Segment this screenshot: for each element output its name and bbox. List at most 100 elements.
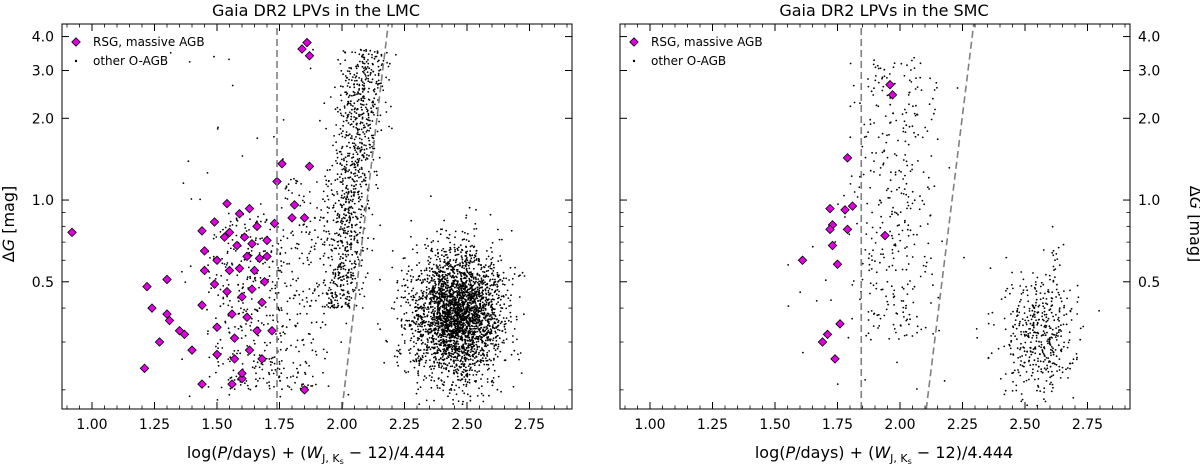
o-agb-point: [410, 289, 413, 292]
o-agb-point: [231, 239, 234, 241]
o-agb-point: [460, 320, 462, 323]
o-agb-point: [347, 102, 350, 105]
o-agb-point: [332, 219, 335, 222]
o-agb-point: [485, 258, 488, 260]
o-agb-point: [467, 314, 470, 316]
o-agb-point: [859, 102, 861, 105]
o-agb-point: [454, 279, 457, 282]
o-agb-point: [337, 58, 339, 61]
o-agb-point: [414, 293, 417, 296]
o-agb-point: [474, 327, 477, 330]
o-agb-point: [339, 293, 341, 295]
o-agb-point: [360, 121, 362, 124]
o-agb-point: [336, 152, 339, 155]
o-agb-point: [429, 303, 432, 305]
o-agb-point: [484, 264, 487, 267]
o-agb-point: [269, 228, 272, 231]
o-agb-point: [431, 353, 433, 356]
o-agb-point: [344, 268, 347, 271]
o-agb-point: [497, 328, 499, 331]
o-agb-point: [437, 255, 439, 258]
o-agb-point: [360, 192, 363, 195]
o-agb-point: [478, 329, 481, 332]
o-agb-point: [901, 229, 904, 232]
o-agb-point: [497, 345, 500, 348]
o-agb-point: [911, 168, 913, 171]
o-agb-point: [497, 343, 500, 346]
o-agb-point: [471, 343, 474, 346]
o-agb-point: [184, 281, 187, 283]
o-agb-point: [354, 160, 357, 163]
o-agb-point: [338, 264, 340, 267]
o-agb-point: [420, 315, 423, 318]
o-agb-point: [495, 318, 498, 321]
o-agb-point: [368, 139, 371, 142]
o-agb-point: [476, 316, 479, 319]
o-agb-point: [480, 268, 482, 271]
o-agb-point: [456, 328, 459, 331]
o-agb-point: [902, 130, 905, 133]
o-agb-point: [346, 103, 349, 106]
smc-panel: Gaia DR2 LPVs in the SMC 1.00 1.25 1.50 1.7…: [619, 1, 1200, 465]
o-agb-point: [349, 219, 351, 222]
o-agb-point: [279, 348, 282, 351]
o-agb-point: [264, 250, 266, 252]
o-agb-point: [488, 338, 490, 340]
o-agb-point: [358, 147, 361, 150]
o-agb-point: [463, 368, 465, 371]
o-agb-point: [462, 312, 464, 315]
o-agb-point: [346, 245, 349, 248]
o-agb-point: [450, 276, 453, 279]
o-agb-point: [448, 289, 451, 291]
o-agb-point: [470, 271, 472, 274]
o-agb-point: [438, 278, 441, 281]
o-agb-point: [469, 307, 472, 310]
o-agb-point: [396, 361, 399, 364]
o-agb-point: [486, 324, 489, 327]
o-agb-point: [409, 325, 411, 327]
o-agb-point: [480, 277, 483, 280]
o-agb-point: [867, 131, 869, 134]
o-agb-point: [450, 265, 452, 268]
o-agb-point: [432, 308, 435, 311]
o-agb-point: [501, 341, 504, 344]
o-agb-point: [360, 185, 362, 188]
o-agb-point: [355, 234, 358, 237]
o-agb-point: [427, 259, 429, 262]
o-agb-point: [916, 113, 918, 116]
o-agb-point: [916, 325, 919, 328]
o-agb-point: [442, 320, 445, 323]
o-agb-point: [367, 77, 370, 80]
o-agb-point: [425, 291, 428, 294]
o-agb-point: [481, 373, 484, 376]
o-agb-point: [450, 307, 453, 310]
o-agb-point: [438, 309, 441, 312]
o-agb-point: [503, 323, 506, 326]
o-agb-point: [883, 314, 886, 317]
o-agb-point: [306, 259, 309, 261]
o-agb-point: [475, 227, 478, 230]
o-agb-point: [891, 234, 893, 237]
o-agb-point: [447, 332, 450, 335]
o-agb-point: [466, 321, 469, 323]
o-agb-point: [487, 331, 489, 333]
o-agb-point: [341, 294, 344, 297]
o-agb-point: [337, 274, 340, 277]
o-agb-point: [437, 305, 439, 308]
o-agb-point: [293, 294, 296, 297]
o-agb-point: [350, 112, 353, 115]
o-agb-point: [469, 395, 472, 398]
o-agb-point: [332, 273, 335, 275]
o-agb-point: [469, 255, 472, 257]
o-agb-point: [509, 299, 512, 302]
o-agb-point: [415, 392, 418, 395]
o-agb-point: [432, 263, 435, 266]
o-agb-point: [454, 326, 457, 329]
o-agb-point: [355, 151, 358, 154]
o-agb-point: [313, 216, 316, 219]
o-agb-point: [248, 251, 251, 254]
x-tick-label: 1.00: [76, 417, 107, 433]
o-agb-point: [372, 70, 375, 73]
rsg-point: [267, 326, 277, 336]
o-agb-point: [876, 314, 879, 317]
